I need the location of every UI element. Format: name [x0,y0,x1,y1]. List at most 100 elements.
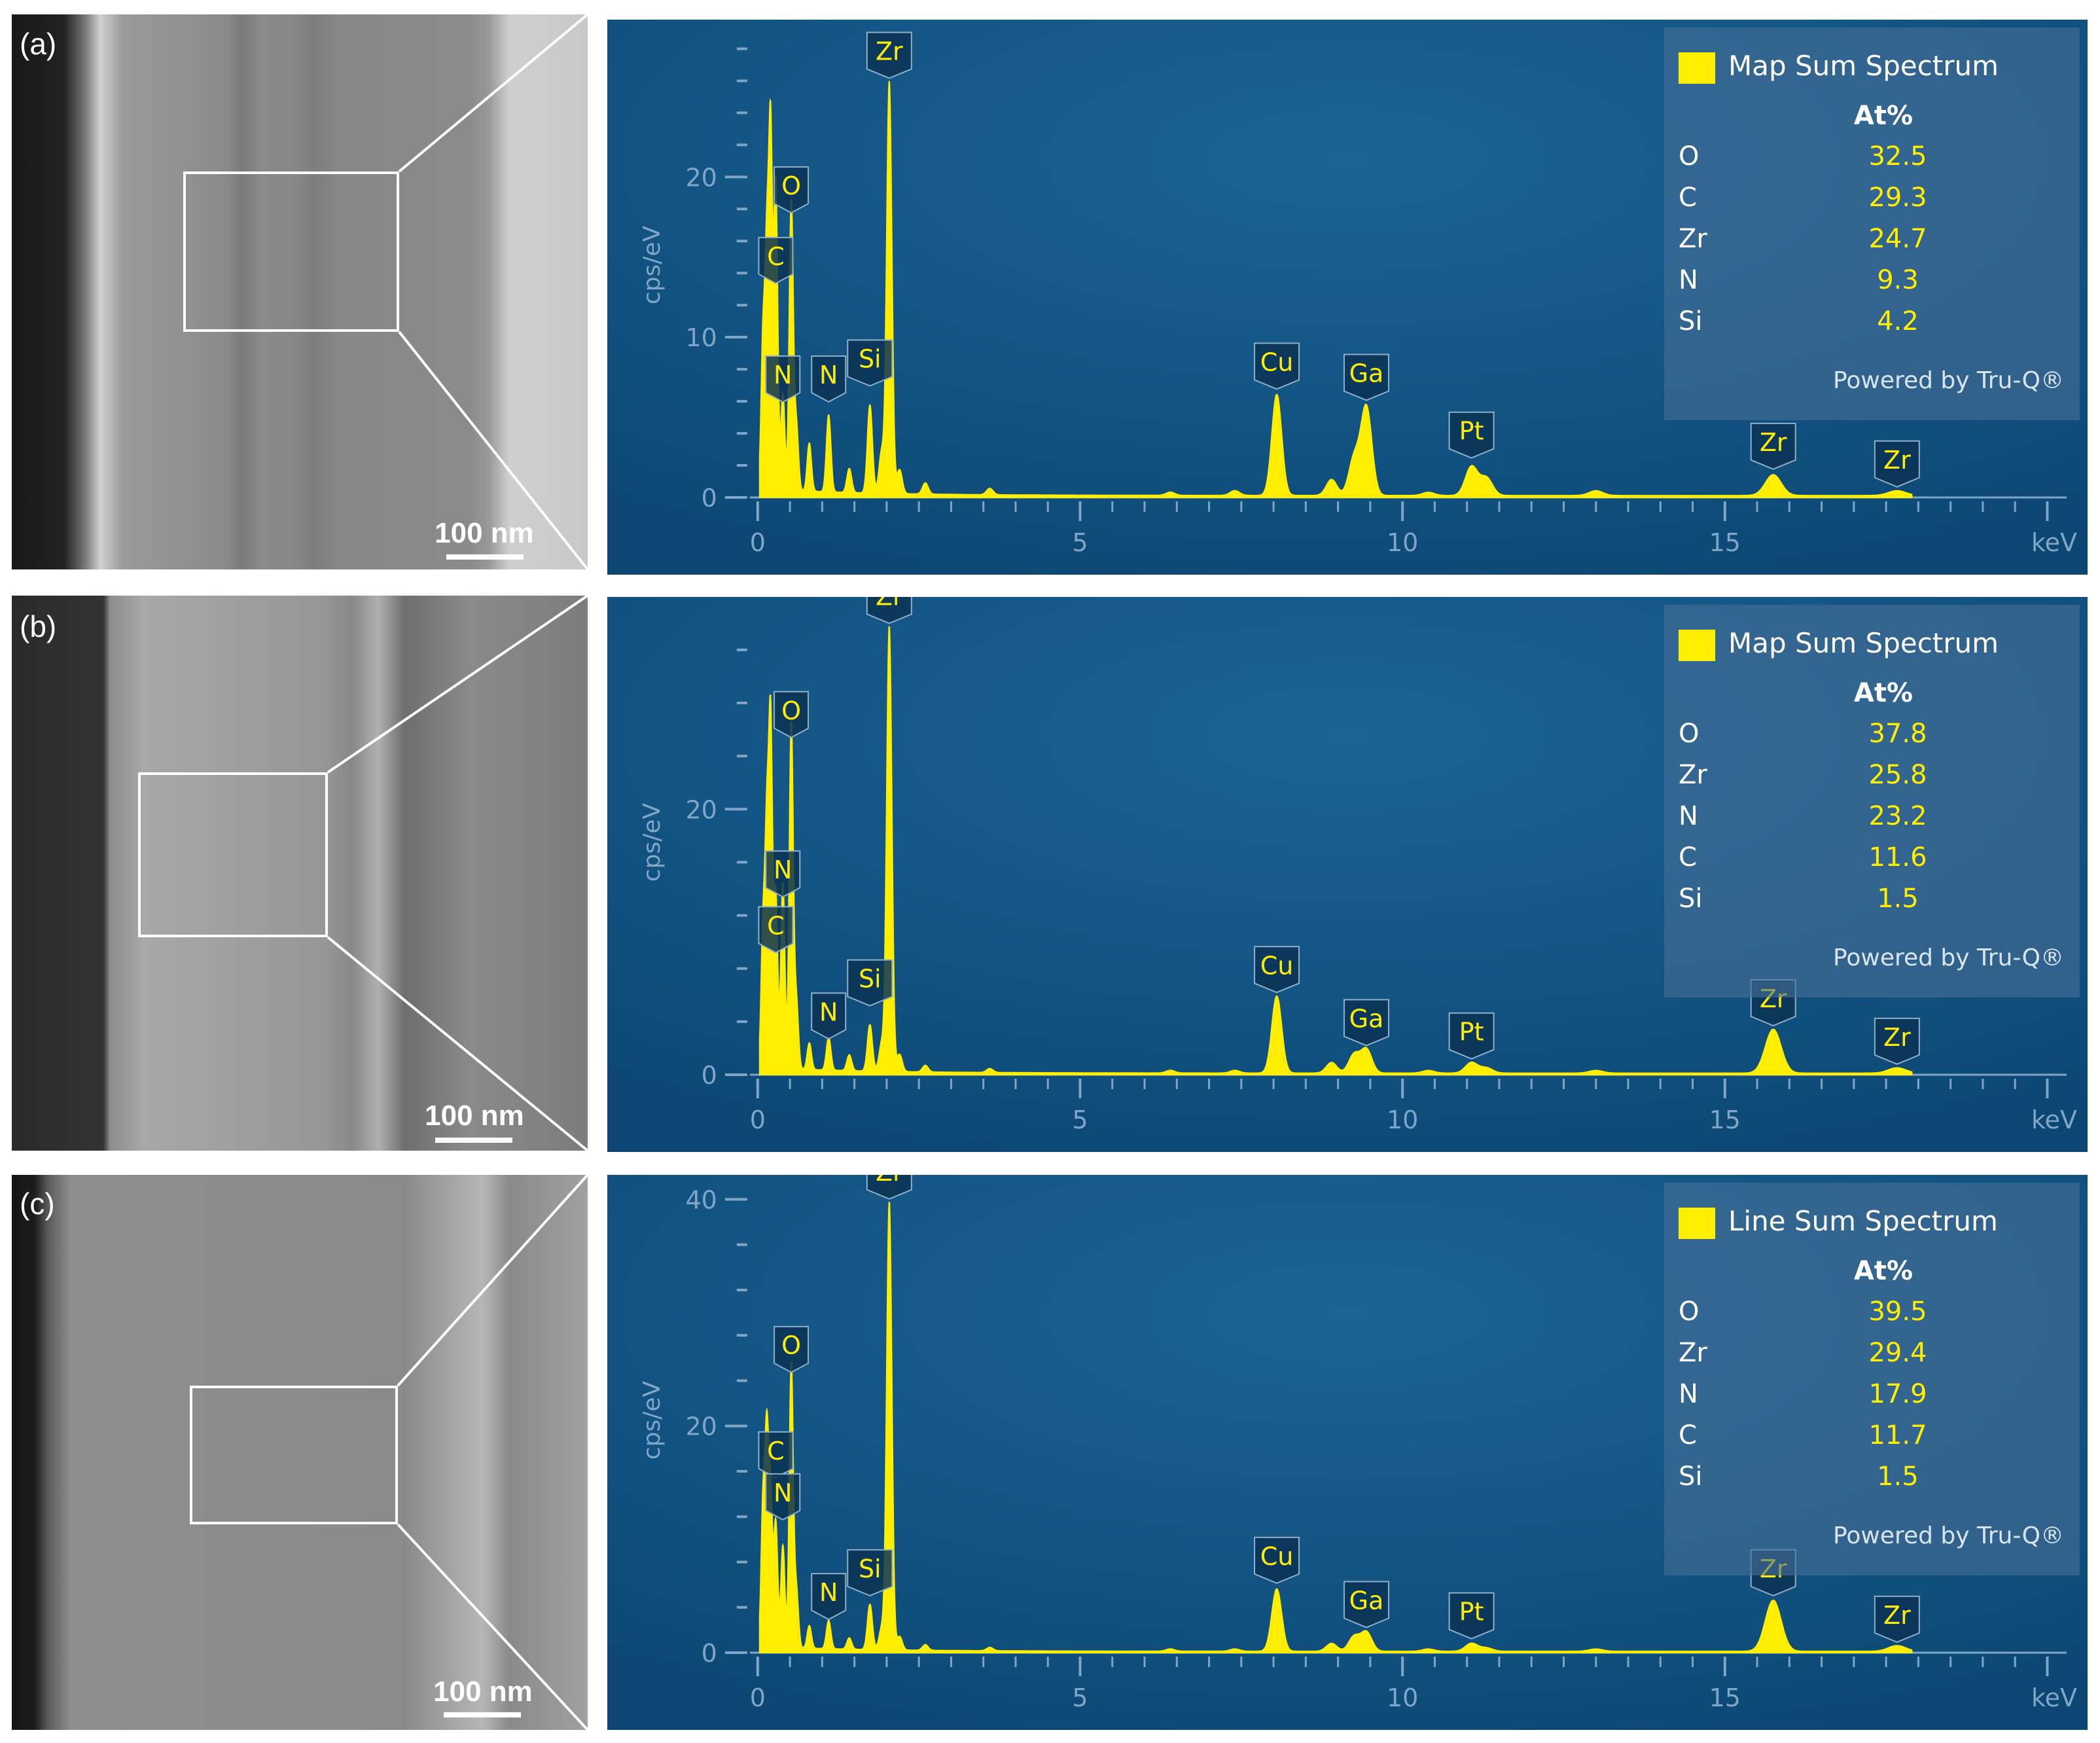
selection-box [183,171,399,332]
x-tick-label: 5 [1072,1683,1088,1712]
legend-row: N 9.3 [1679,265,2071,302]
legend-element: O [1679,1297,1700,1327]
svg-text:Ga: Ga [1349,359,1384,388]
peak-label: C [758,1431,794,1479]
legend-value: 37.8 [1868,719,1927,749]
peak-label: Pt [1448,1012,1495,1060]
peak-label: Cu [1254,1536,1300,1584]
peak-label: Zr [1874,1017,1920,1065]
svg-text:C: C [767,1437,785,1465]
legend-element: O [1679,719,1700,749]
svg-text:O: O [781,171,801,200]
peak-label: Si [847,339,893,387]
y-tick-label: 20 [685,163,717,192]
spectrum-chart-a: 0 5 10 15 keV 0 10 20 cps/eV Zr O C N N Si Cu Ga Pt Zr Zr M… [607,20,2088,575]
x-axis-label: keV [2031,1105,2077,1134]
y-tick-label: 40 [685,1185,717,1214]
x-tick-label: 10 [1387,528,1418,557]
peak-label: N [811,1573,847,1621]
svg-text:Cu: Cu [1260,951,1294,980]
legend-row: C 11.6 [1679,842,2071,879]
spectrum-area [758,81,1913,498]
y-axis-label: cps/eV [639,1380,666,1460]
x-tick-label: 15 [1709,1683,1741,1712]
x-tick-label: 0 [750,528,766,557]
x-tick-label: 5 [1072,1105,1088,1134]
legend-row: Si 1.5 [1679,1462,2071,1498]
x-tick-label: 5 [1072,528,1088,557]
selection-box [138,772,328,937]
legend-row: C 11.7 [1679,1420,2071,1457]
scale-bar-c [444,1712,521,1717]
peak-label: Cu [1254,342,1300,390]
peak-label: C [758,906,794,954]
x-tick-label: 10 [1387,1105,1418,1134]
legend-element: C [1679,1420,1697,1450]
peak-label: Zr [1874,1595,1920,1643]
legend-value: 29.4 [1868,1338,1927,1368]
svg-text:N: N [774,361,792,389]
legend-value: 17.9 [1868,1379,1927,1409]
x-tick-label: 15 [1709,1105,1741,1134]
svg-text:Cu: Cu [1260,348,1294,376]
x-tick-label: 10 [1387,1683,1418,1712]
tem-image-b [12,596,588,1151]
peak-label: Zr [866,31,912,79]
legend-row: Zr 24.7 [1679,224,2071,261]
x-tick-label: 0 [750,1105,766,1134]
legend-swatch [1679,1208,1715,1239]
legend-value: 1.5 [1877,1462,1919,1492]
x-axis-label: keV [2031,1683,2077,1712]
spectrum-area [758,626,1913,1075]
legend-title: Map Sum Spectrum [1728,50,1999,82]
peak-label: O [774,1325,810,1373]
y-axis-label: cps/eV [639,802,666,882]
svg-text:N: N [774,1479,792,1507]
x-axis-label: keV [2031,528,2077,557]
legend-row: O 32.5 [1679,141,2071,178]
legend-row: O 39.5 [1679,1297,2071,1333]
legend-element: C [1679,842,1697,872]
selection-box [190,1386,398,1524]
svg-text:N: N [819,1578,838,1607]
legend-row: C 29.3 [1679,183,2071,219]
legend-swatch [1679,52,1715,84]
peak-label: Ga [1343,999,1389,1047]
legend-title: Line Sum Spectrum [1728,1205,1998,1237]
peak-label: Ga [1343,353,1389,401]
legend-column-header: At% [1853,678,1913,708]
svg-text:Si: Si [859,1554,881,1583]
scale-bar-label-c: 100 nm [433,1676,533,1708]
svg-text:C: C [767,911,785,940]
legend-swatch [1679,630,1715,661]
peak-label: Zr [1750,422,1796,470]
svg-text:Zr: Zr [876,37,903,65]
svg-text:Zr: Zr [1883,446,1911,475]
legend-element: Si [1679,1462,1703,1492]
svg-text:Zr: Zr [1760,428,1787,457]
peak-label: Ga [1343,1581,1389,1628]
panel-label-b: (b) [20,609,57,643]
peak-label: N [765,355,801,403]
legend-footer: Powered by Tru-Q® [1832,1522,2064,1549]
legend-row: Si 4.2 [1679,306,2071,343]
legend-value: 32.5 [1868,141,1927,171]
legend-element: N [1679,1379,1698,1409]
svg-text:Zr: Zr [1883,1601,1911,1630]
svg-text:Ga: Ga [1349,1586,1384,1615]
svg-text:N: N [819,997,838,1026]
legend-element: N [1679,801,1698,831]
svg-text:Ga: Ga [1349,1004,1384,1033]
panel-label-c: (c) [20,1187,55,1221]
svg-text:Pt: Pt [1459,1598,1484,1626]
peak-label: N [765,1473,801,1520]
scale-bar-label-b: 100 nm [425,1100,524,1132]
peak-label: N [811,992,847,1040]
legend-element: Zr [1679,1338,1707,1368]
legend-a: Map Sum Spectrum At% O 32.5 C 29.3 Zr 24.7 … [1664,27,2080,420]
legend-value: 11.7 [1868,1420,1927,1450]
peak-label: Zr [1874,440,1920,488]
peak-label: C [758,236,794,284]
peak-label: N [765,850,801,898]
legend-c: Line Sum Spectrum At% O 39.5 Zr 29.4 N 17.9… [1664,1183,2080,1575]
